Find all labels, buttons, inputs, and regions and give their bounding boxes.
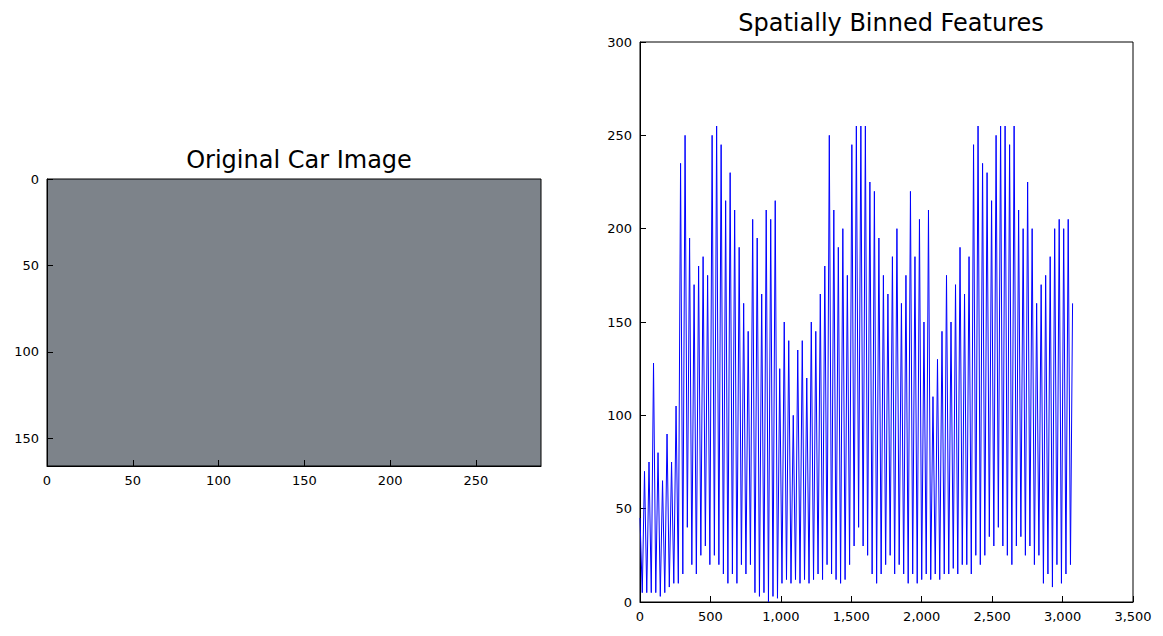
svg-text:0: 0 [624,595,632,610]
svg-text:2,500: 2,500 [974,609,1011,624]
svg-text:1,000: 1,000 [762,609,799,624]
svg-text:3,500: 3,500 [1114,609,1151,624]
svg-text:3,000: 3,000 [1044,609,1081,624]
svg-text:150: 150 [607,315,632,330]
svg-text:150: 150 [14,431,39,446]
svg-text:500: 500 [698,609,723,624]
svg-text:200: 200 [378,473,403,488]
svg-text:0: 0 [636,609,644,624]
svg-text:100: 100 [206,473,231,488]
svg-text:100: 100 [14,344,39,359]
svg-text:300: 300 [607,35,632,50]
svg-text:50: 50 [22,258,39,273]
svg-text:0: 0 [31,172,39,187]
svg-text:200: 200 [607,221,632,236]
svg-text:100: 100 [607,408,632,423]
svg-text:Spatially Binned Features: Spatially Binned Features [738,9,1044,37]
svg-text:250: 250 [607,128,632,143]
svg-text:1,500: 1,500 [833,609,870,624]
svg-text:0: 0 [43,473,51,488]
svg-text:50: 50 [615,501,632,516]
svg-text:250: 250 [463,473,488,488]
svg-text:50: 50 [124,473,141,488]
svg-text:2,000: 2,000 [903,609,940,624]
svg-text:150: 150 [292,473,317,488]
svg-text:Original Car Image: Original Car Image [186,146,412,174]
